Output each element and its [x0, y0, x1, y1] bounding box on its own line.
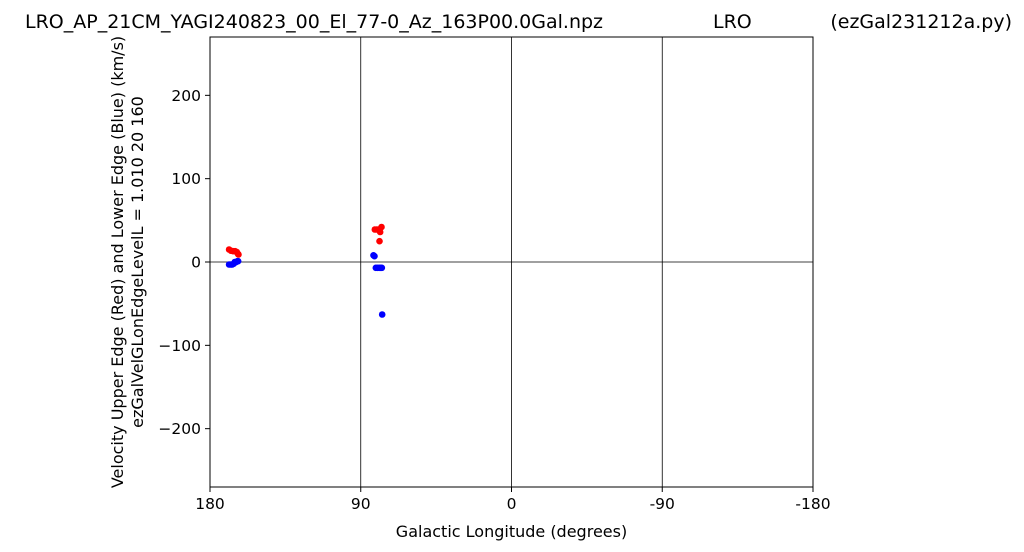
x-tick-label: 90	[351, 495, 371, 513]
y-axis-label-line2: ezGalVelGLonEdgeLevelL = 1.010 20 160	[128, 96, 147, 428]
x-tick-label: 0	[507, 495, 517, 513]
data-point	[378, 264, 386, 272]
ticks-layer: 180 90 0 -90 -180 −200 −100 0 100 200	[158, 87, 830, 513]
y-tick-label: 200	[171, 87, 201, 105]
header-right-title: (ezGal231212a.py)	[830, 11, 1012, 33]
header-left-title: LRO_AP_21CM_YAGI240823_00_El_77-0_Az_163…	[25, 11, 603, 33]
grid-layer	[210, 37, 813, 487]
data-point	[378, 223, 385, 231]
y-axis-label-line1: Velocity Upper Edge (Red) and Lower Edge…	[108, 36, 127, 488]
y-tick-label: −100	[158, 337, 201, 355]
data-point	[376, 228, 384, 236]
x-tick-label: -180	[795, 495, 830, 513]
data-point	[378, 311, 386, 318]
x-tick-label: -90	[650, 495, 675, 513]
y-tick-label: −200	[158, 420, 201, 438]
data-point	[376, 237, 383, 245]
data-point	[235, 251, 242, 258]
x-tick-label: 180	[195, 495, 225, 513]
x-axis-label: Galactic Longitude (degrees)	[396, 522, 627, 541]
header-center-title: LRO	[713, 11, 752, 33]
points-layer	[225, 223, 386, 318]
data-point	[371, 252, 378, 260]
y-tick-label: 0	[191, 254, 201, 272]
data-point	[234, 257, 242, 265]
y-tick-label: 100	[171, 170, 201, 188]
